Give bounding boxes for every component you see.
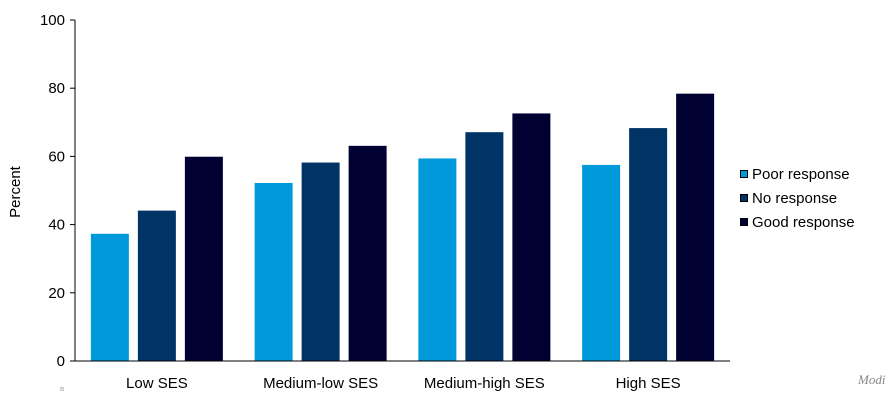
y-ticks-group: 0 20 40 60 80 100: [40, 12, 75, 370]
bar: [582, 164, 621, 361]
bar: [348, 145, 387, 361]
legend-item-good-response: Good response: [740, 210, 855, 234]
bar: [254, 182, 293, 361]
bar: [418, 158, 457, 361]
y-tick-label: 100: [40, 12, 65, 29]
y-tick-label: 80: [48, 80, 65, 97]
bar: [676, 93, 715, 361]
legend-label-no-response: No response: [752, 189, 838, 207]
y-tick-label: 0: [57, 353, 65, 370]
legend-swatch-poor-response: [740, 170, 748, 178]
x-tick-label: Low SES: [126, 375, 188, 392]
bar: [465, 132, 504, 361]
x-tick-label: High SES: [616, 375, 681, 392]
bar: [301, 162, 340, 361]
legend-label-poor-response: Poor response: [752, 165, 850, 183]
y-tick-label: 60: [48, 148, 65, 165]
footnote-text: Modi: [858, 372, 886, 387]
x-labels-group: Low SES Medium-low SES Medium-high SES High…: [126, 375, 681, 392]
bar: [137, 210, 176, 361]
legend: Poor response No response Good response: [740, 162, 855, 234]
legend-swatch-no-response: [740, 194, 748, 202]
bar: [512, 113, 551, 362]
bar: [90, 233, 129, 361]
legend-item-poor-response: Poor response: [740, 162, 855, 186]
bars-group: [90, 93, 715, 362]
x-tick-label: Medium-high SES: [424, 375, 545, 392]
legend-item-no-response: No response: [740, 186, 855, 210]
corner-mark: n: [60, 384, 64, 393]
legend-swatch-good-response: [740, 218, 748, 226]
y-tick-label: 20: [48, 285, 65, 302]
x-tick-label: Medium-low SES: [263, 375, 378, 392]
y-tick-label: 40: [48, 217, 65, 234]
legend-label-good-response: Good response: [752, 213, 855, 231]
y-axis-title: Percent: [7, 165, 24, 218]
bar: [184, 156, 223, 361]
bar: [629, 128, 668, 361]
